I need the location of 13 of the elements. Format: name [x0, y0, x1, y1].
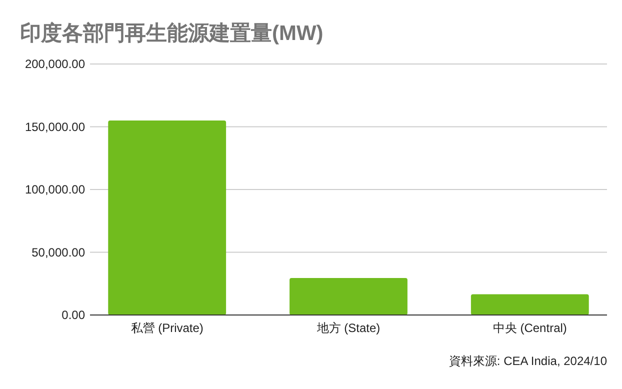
y-tick-label: 50,000.00	[32, 245, 86, 260]
x-tick-label: 地方 (State)	[316, 321, 380, 335]
bar	[108, 120, 226, 315]
y-tick-label: 100,000.00	[24, 182, 86, 197]
chart-title: 印度各部門再生能源建置量(MW)	[20, 21, 324, 45]
x-tick-label: 私營 (Private)	[130, 321, 204, 335]
y-tick-label: 150,000.00	[24, 120, 86, 134]
source-note: 資料來源: CEA India, 2024/10	[448, 354, 608, 368]
bar	[470, 294, 589, 315]
y-tick-label: 0.00	[62, 308, 86, 322]
bar	[290, 278, 408, 315]
x-tick-label: 中央 (Central)	[492, 321, 567, 335]
y-tick-label: 200,000.00	[24, 57, 86, 72]
